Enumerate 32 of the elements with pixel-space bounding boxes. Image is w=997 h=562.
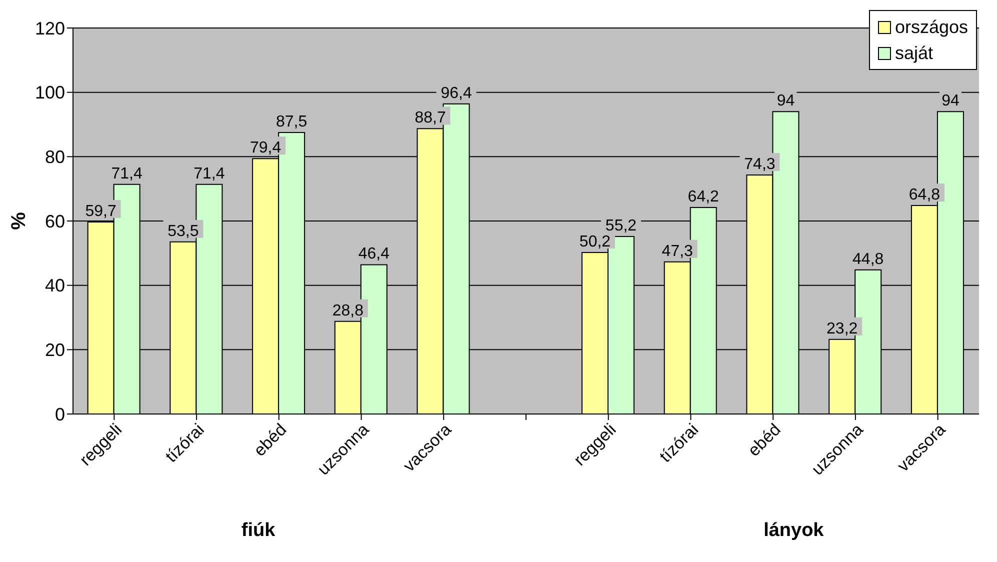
y-tick-label: 20 <box>44 340 65 360</box>
y-tick-label: 120 <box>34 18 65 38</box>
data-label: 28,8 <box>332 302 364 320</box>
data-label: 79,4 <box>250 140 282 157</box>
data-label: 53,5 <box>168 222 199 240</box>
y-axis-title: % <box>8 212 30 230</box>
data-label: 71,4 <box>111 165 142 182</box>
data-label: 44,8 <box>852 250 884 268</box>
text: lányok <box>762 520 825 542</box>
text: fiúk <box>240 520 276 542</box>
data-label: 74,3 <box>744 156 776 173</box>
data-label: 46,4 <box>358 246 390 263</box>
data-label: 88,7 <box>414 110 446 127</box>
data-label: 47,3 <box>662 242 694 260</box>
data-label: 96,4 <box>440 84 472 102</box>
data-label: 23,2 <box>826 320 858 338</box>
data-label: 87,5 <box>276 114 308 131</box>
legend-label: országos <box>894 16 968 39</box>
data-label: 55,2 <box>605 217 637 234</box>
legend-label: saját <box>894 42 933 65</box>
data-label: 59,7 <box>85 202 116 220</box>
data-label: 94 <box>942 92 960 110</box>
data-label: 64,2 <box>688 188 720 206</box>
data-label: 71,4 <box>194 165 225 182</box>
data-label: 94 <box>776 92 795 110</box>
data-label: 64,8 <box>908 186 940 204</box>
data-label: 50,2 <box>579 234 611 251</box>
y-tick-label: 60 <box>44 211 65 232</box>
y-tick-label: 0 <box>54 404 65 424</box>
y-tick-label: 100 <box>34 82 65 103</box>
y-tick-label: 40 <box>44 276 65 296</box>
y-tick-label: 80 <box>44 147 65 168</box>
